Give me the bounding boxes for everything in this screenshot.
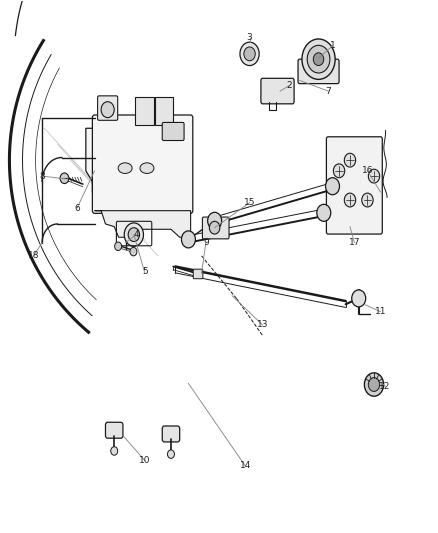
Circle shape (209, 221, 220, 234)
Circle shape (60, 173, 69, 183)
Text: 13: 13 (257, 320, 268, 329)
Text: 10: 10 (139, 456, 151, 465)
Circle shape (208, 212, 222, 229)
Text: 5: 5 (142, 268, 148, 276)
Text: 6: 6 (74, 204, 80, 213)
FancyBboxPatch shape (135, 98, 153, 125)
Text: 4: 4 (133, 230, 139, 239)
FancyBboxPatch shape (202, 217, 229, 239)
Circle shape (302, 39, 335, 79)
Ellipse shape (118, 163, 132, 173)
Text: 15: 15 (244, 198, 255, 207)
Circle shape (244, 47, 255, 61)
Circle shape (325, 177, 339, 195)
FancyBboxPatch shape (162, 426, 180, 442)
Circle shape (362, 193, 373, 207)
FancyBboxPatch shape (92, 115, 193, 213)
FancyBboxPatch shape (193, 269, 203, 279)
Text: 17: 17 (349, 238, 360, 247)
Circle shape (368, 377, 380, 391)
Circle shape (313, 53, 324, 66)
FancyBboxPatch shape (98, 96, 118, 120)
FancyBboxPatch shape (298, 59, 339, 84)
Text: 18: 18 (28, 252, 39, 260)
Text: 3: 3 (247, 34, 252, 43)
Circle shape (333, 164, 345, 177)
Text: 1: 1 (330, 42, 336, 51)
FancyBboxPatch shape (261, 78, 294, 104)
FancyBboxPatch shape (162, 123, 184, 141)
Text: 14: 14 (240, 462, 251, 470)
Text: 11: 11 (375, 307, 386, 316)
FancyBboxPatch shape (106, 422, 123, 438)
Circle shape (240, 42, 259, 66)
FancyBboxPatch shape (326, 137, 382, 234)
Text: 8: 8 (39, 172, 45, 181)
Circle shape (111, 447, 118, 455)
Polygon shape (95, 211, 191, 237)
Circle shape (344, 193, 356, 207)
Text: 7: 7 (325, 86, 331, 95)
Circle shape (344, 154, 356, 167)
Circle shape (128, 228, 140, 241)
Circle shape (115, 242, 122, 251)
Circle shape (364, 373, 384, 396)
Circle shape (368, 169, 380, 183)
Text: 16: 16 (362, 166, 373, 175)
Text: 2: 2 (286, 81, 292, 90)
Circle shape (307, 45, 330, 73)
FancyBboxPatch shape (155, 98, 173, 125)
Circle shape (352, 290, 366, 307)
Ellipse shape (140, 163, 154, 173)
Circle shape (124, 223, 144, 246)
Text: 9: 9 (203, 238, 209, 247)
Circle shape (181, 231, 195, 248)
Circle shape (167, 450, 174, 458)
Polygon shape (86, 123, 188, 203)
Circle shape (101, 102, 114, 118)
Circle shape (130, 247, 137, 256)
Text: 12: 12 (379, 382, 391, 391)
Circle shape (317, 204, 331, 221)
